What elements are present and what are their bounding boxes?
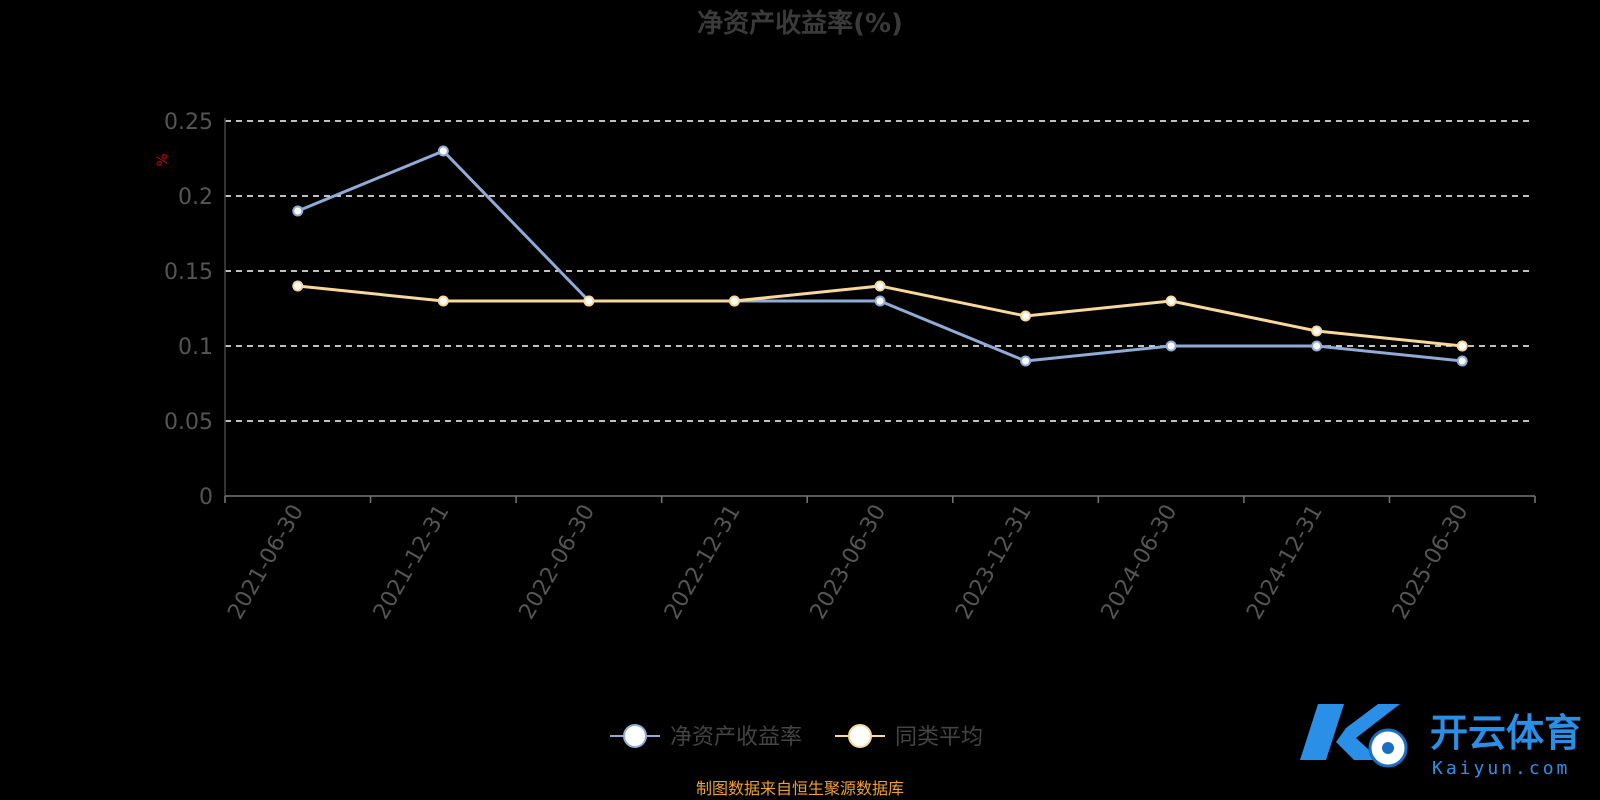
data-point-0 bbox=[1456, 355, 1468, 367]
data-point-1 bbox=[583, 295, 595, 307]
y-tick-label: 0.05 bbox=[164, 410, 213, 435]
y-axis-unit-label: % bbox=[155, 153, 171, 166]
data-point-0 bbox=[1020, 355, 1032, 367]
x-tick-label: 2021-06-30 bbox=[223, 501, 309, 624]
series-line-1 bbox=[297, 284, 1463, 348]
chart-title: 净资产收益率(%) bbox=[697, 8, 903, 39]
watermark-logo: 开云体育 Kaiyun.com bbox=[1300, 704, 1582, 779]
axes: 0 0.05 0.1 0.15 0.2 0.25 2021-06-30 2021-12-31 2… bbox=[164, 110, 1536, 624]
logo-k-icon bbox=[1300, 704, 1400, 760]
data-point-0 bbox=[292, 205, 304, 217]
y-tick-label: 0 bbox=[199, 485, 213, 510]
x-tick-label: 2023-06-30 bbox=[806, 501, 892, 624]
x-tick-label: 2022-12-31 bbox=[660, 501, 746, 624]
data-point-1 bbox=[437, 295, 449, 307]
x-tick-label: 2024-12-31 bbox=[1242, 501, 1328, 624]
data-point-1 bbox=[292, 280, 304, 292]
gridlines bbox=[225, 120, 1530, 422]
x-tick-label: 2023-12-31 bbox=[951, 501, 1037, 624]
data-point-1 bbox=[1020, 310, 1032, 322]
data-point-1 bbox=[1311, 325, 1323, 337]
x-tick-label: 2024-06-30 bbox=[1097, 501, 1183, 624]
y-tick-label: 0.25 bbox=[164, 110, 213, 135]
legend-marker-peer-average bbox=[848, 724, 872, 748]
y-tick-label: 0.15 bbox=[164, 260, 213, 285]
data-point-0 bbox=[1165, 340, 1177, 352]
series-line-0 bbox=[297, 149, 1463, 363]
watermark-text-en: Kaiyun.com bbox=[1432, 758, 1570, 779]
data-point-0 bbox=[437, 145, 449, 157]
x-tick-label: 2025-06-30 bbox=[1388, 501, 1474, 624]
data-source-note: 制图数据来自恒生聚源数据库 bbox=[696, 779, 904, 798]
legend-item-roe[interactable]: 净资产收益率 bbox=[610, 724, 802, 750]
data-point-1 bbox=[874, 280, 886, 292]
y-tick-label: 0.2 bbox=[178, 185, 213, 210]
data-point-0 bbox=[874, 295, 886, 307]
data-point-1 bbox=[1456, 340, 1468, 352]
data-point-1 bbox=[1165, 295, 1177, 307]
data-point-0 bbox=[1311, 340, 1323, 352]
x-tick-label: 2022-06-30 bbox=[515, 501, 601, 624]
legend-marker-roe bbox=[623, 724, 647, 748]
legend[interactable]: 净资产收益率 同类平均 bbox=[610, 724, 983, 750]
watermark-text-cn: 开云体育 bbox=[1430, 711, 1582, 755]
series-lines bbox=[292, 145, 1468, 367]
legend-item-peer-average[interactable]: 同类平均 bbox=[835, 724, 983, 750]
x-tick-label: 2021-12-31 bbox=[369, 501, 455, 624]
legend-label-roe: 净资产收益率 bbox=[670, 725, 802, 750]
data-point-1 bbox=[728, 295, 740, 307]
y-tick-label: 0.1 bbox=[178, 335, 213, 360]
legend-label-peer-average: 同类平均 bbox=[895, 725, 983, 750]
